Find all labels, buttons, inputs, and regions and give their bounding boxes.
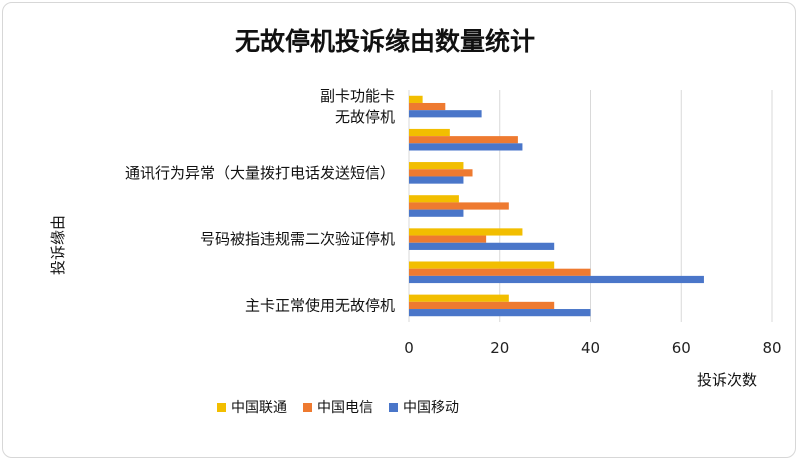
category-label-0-1: 无故停机: [335, 108, 395, 126]
bar-0-3: [409, 195, 459, 203]
chart-frame: [2, 2, 796, 458]
bar-2-4: [409, 242, 555, 250]
bar-0-2: [409, 162, 464, 170]
legend-label-2: 中国移动: [403, 400, 459, 416]
legend-label-0: 中国联通: [231, 400, 287, 416]
bar-0-0: [409, 95, 423, 103]
bar-2-6: [409, 309, 591, 317]
bar-2-0: [409, 110, 482, 118]
bar-0-4: [409, 228, 523, 236]
bar-1-6: [409, 301, 555, 310]
x-tick-label-0: 0: [404, 339, 414, 357]
x-tick-label-3: 60: [672, 339, 691, 357]
category-label-6-0: 主卡正常使用无故停机: [245, 296, 395, 314]
x-tick-label-4: 80: [762, 339, 781, 357]
legend-swatch-2: [389, 403, 398, 412]
bar-0-5: [409, 261, 555, 269]
category-label-2-0: 通讯行为异常（大量拨打电话发送短信）: [125, 164, 395, 182]
x-axis-title: 投诉次数: [697, 371, 757, 389]
bar-2-5: [409, 275, 704, 284]
x-tick-labels: 0 20 40 60 80: [404, 339, 781, 357]
x-tick-label-2: 40: [581, 339, 600, 357]
bar-0-1: [409, 128, 450, 137]
legend-swatch-1: [303, 403, 312, 412]
bar-0-6: [409, 294, 509, 302]
legend: 中国联通 中国电信 中国移动: [217, 400, 459, 416]
bar-2-2: [409, 176, 464, 184]
legend-label-1: 中国电信: [317, 400, 373, 416]
bar-1-2: [409, 169, 473, 177]
bar-2-3: [409, 209, 464, 217]
bar-2-1: [409, 143, 523, 151]
bar-1-4: [409, 235, 487, 243]
bars: [409, 95, 704, 317]
category-label-0-0: 副卡功能卡: [320, 87, 395, 105]
bar-1-3: [409, 202, 509, 210]
bar-1-5: [409, 268, 591, 276]
x-tick-label-1: 20: [490, 339, 509, 357]
category-label-4-0: 号码被指违规需二次验证停机: [200, 230, 395, 248]
legend-swatch-0: [217, 403, 226, 412]
bar-1-1: [409, 136, 518, 144]
y-axis-title: 投诉缘由: [49, 215, 67, 275]
bar-1-0: [409, 102, 446, 111]
chart-title: 无故停机投诉缘由数量统计: [235, 27, 535, 56]
